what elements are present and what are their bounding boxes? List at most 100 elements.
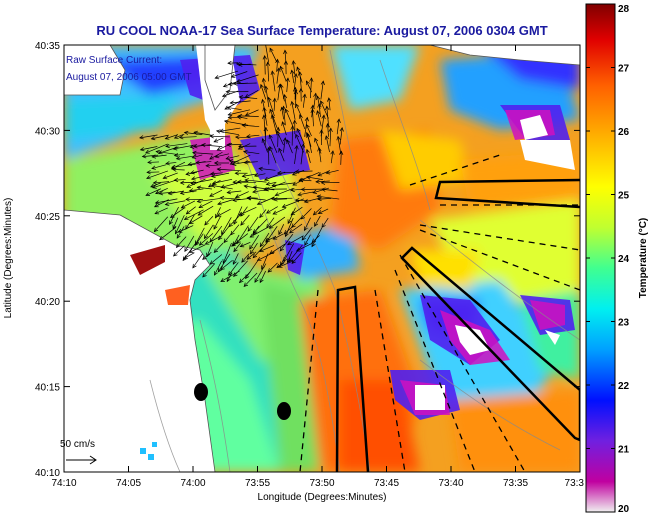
current-vector	[153, 216, 169, 233]
current-vector	[234, 191, 249, 199]
current-vector	[238, 206, 257, 216]
current-vector	[272, 207, 286, 215]
current-vector	[290, 100, 296, 120]
current-vector	[288, 244, 303, 263]
current-vector	[325, 169, 339, 175]
current-vector	[190, 169, 204, 175]
current-vector	[141, 154, 159, 159]
current-vector	[228, 262, 239, 276]
current-vector	[279, 233, 294, 252]
current-vector	[298, 172, 320, 182]
current-vector	[195, 160, 212, 165]
current-vector	[232, 197, 251, 203]
current-legend-line2: August 07, 2006 05:00 GMT	[66, 72, 192, 83]
current-vector	[232, 180, 257, 185]
colorbar-tick-label: 27	[618, 64, 630, 75]
current-vector	[185, 206, 196, 215]
current-vector	[265, 61, 271, 82]
current-vector	[290, 69, 295, 84]
current-vector	[209, 254, 223, 265]
current-vector	[238, 144, 257, 149]
current-vector	[225, 155, 240, 161]
figure-title: RU COOL NOAA-17 Sea Surface Temperature:…	[96, 23, 547, 38]
current-vector	[173, 133, 185, 139]
current-vector	[264, 85, 270, 108]
current-vector	[218, 225, 230, 241]
current-vector	[259, 209, 267, 219]
current-vector	[231, 161, 250, 166]
current-vector	[204, 215, 214, 226]
current-vector	[167, 190, 185, 196]
current-vector	[300, 187, 323, 192]
current-vector	[244, 109, 259, 117]
colorbar-tick-label: 20	[618, 504, 630, 515]
current-vector	[325, 122, 330, 137]
current-vector	[276, 126, 281, 147]
current-vector	[295, 242, 314, 252]
current-vector	[241, 173, 258, 178]
current-vector	[245, 260, 259, 280]
current-vector	[173, 177, 186, 183]
current-vector	[171, 163, 196, 169]
current-vector	[241, 253, 250, 263]
current-vector	[274, 188, 294, 197]
current-vector	[198, 200, 213, 209]
current-vector	[209, 189, 223, 197]
current-vector	[186, 178, 206, 188]
current-vector	[173, 245, 185, 257]
current-vector	[272, 97, 277, 111]
current-vector	[292, 119, 297, 135]
current-vector	[198, 233, 214, 246]
current-vector	[152, 180, 170, 185]
current-vector	[179, 180, 197, 185]
current-vector	[268, 216, 286, 229]
current-vector	[220, 260, 233, 271]
current-vector	[268, 134, 278, 154]
current-vector	[286, 235, 304, 246]
current-vector	[277, 83, 282, 101]
shipping-lanes	[335, 178, 580, 472]
current-vector	[213, 216, 221, 230]
current-vector	[201, 143, 223, 148]
current-vector	[298, 114, 306, 129]
current-vector	[259, 270, 266, 284]
current-vector	[139, 134, 158, 140]
current-vector	[232, 253, 239, 265]
current-vector	[205, 163, 222, 168]
cyan-spots	[140, 442, 157, 460]
current-vector	[261, 114, 267, 137]
current-vector	[214, 153, 230, 159]
surface-current-vectors	[139, 45, 344, 287]
sandy-hook-patch	[165, 285, 190, 305]
x-tick-label: 73:50	[309, 478, 334, 489]
current-vector	[216, 142, 233, 151]
current-vector	[154, 198, 178, 205]
land-areas	[64, 45, 580, 472]
current-vector	[230, 224, 240, 236]
sst-map	[64, 45, 580, 472]
current-vector	[262, 106, 268, 126]
current-vector	[164, 134, 179, 140]
colorbar-ticks: 28 27 26 25 24 23 22 21 20	[586, 3, 630, 515]
current-vector	[290, 206, 303, 216]
current-vector	[302, 93, 307, 108]
current-vector	[287, 207, 296, 225]
current-vector	[210, 172, 230, 179]
current-vector	[213, 137, 224, 143]
current-vector	[284, 108, 294, 128]
current-vector	[283, 243, 295, 263]
current-vector	[196, 198, 221, 204]
current-vector	[264, 187, 287, 192]
current-vector	[324, 105, 330, 128]
current-vector	[183, 252, 195, 260]
colorbar-tick-label: 28	[618, 4, 630, 15]
current-vector	[315, 179, 330, 184]
current-vector	[270, 196, 293, 201]
current-vector	[230, 71, 248, 78]
current-vector	[249, 226, 269, 238]
current-vector	[188, 215, 203, 224]
transect-lines	[299, 154, 580, 472]
current-vector	[269, 108, 278, 128]
current-vector	[305, 148, 311, 164]
current-vector	[188, 244, 206, 253]
